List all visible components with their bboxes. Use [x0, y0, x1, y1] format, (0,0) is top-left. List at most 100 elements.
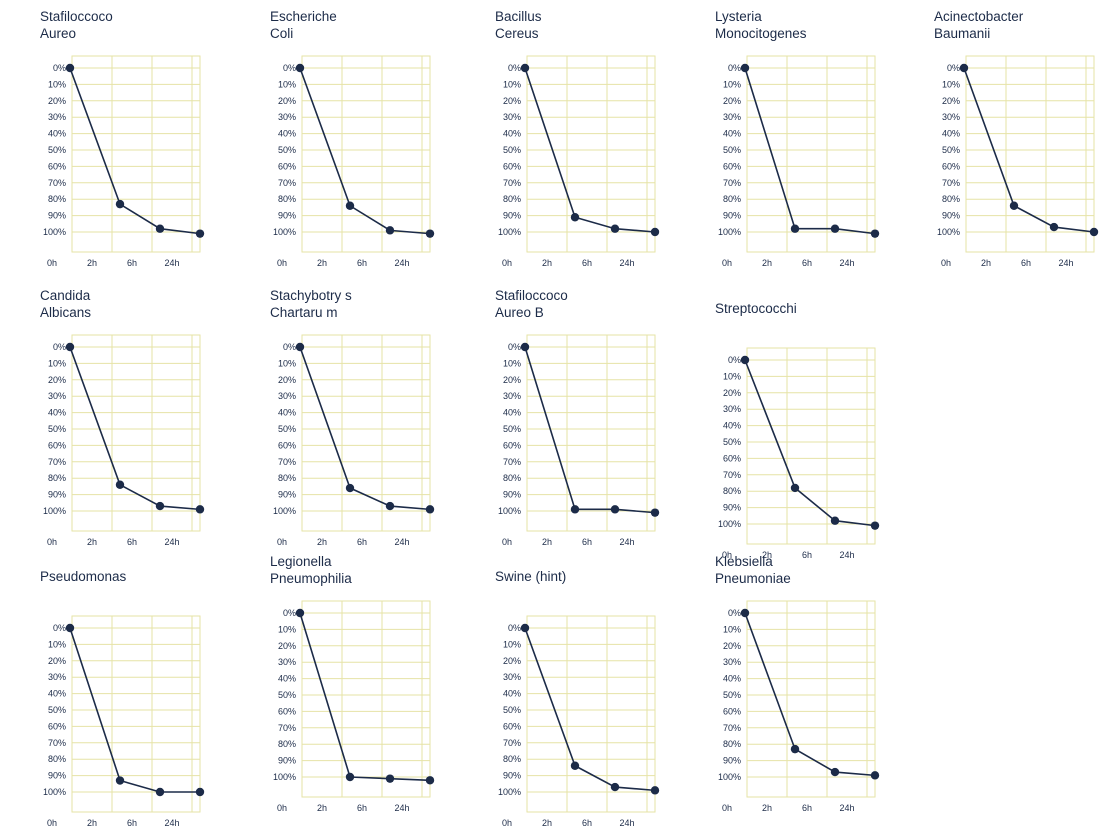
y-tick-label: 90%: [48, 211, 66, 221]
chart-title-line-1: Swine (hint): [495, 569, 567, 584]
y-tick-label: 20%: [503, 96, 521, 106]
data-point: [740, 63, 750, 73]
x-tick-label: 6h: [127, 537, 137, 547]
y-tick-label: 90%: [278, 756, 296, 766]
y-tick-label: 100%: [498, 227, 521, 237]
y-tick-label: 40%: [503, 408, 521, 418]
y-tick-label: 60%: [503, 161, 521, 171]
y-tick-label: 60%: [723, 453, 741, 463]
chart-title: Escheriche Coli: [270, 8, 470, 42]
y-tick-label: 40%: [48, 129, 66, 139]
y-tick-label: 10%: [723, 624, 741, 634]
chart-panel-stachybotrys-chartarum: Stachybotry s Chartaru m 0% 10% 20% 30% 40% 5…: [228, 287, 435, 547]
chart-title-line-2: Albicans: [40, 305, 92, 320]
chart-svg: 0% 10% 20% 30% 40% 50% 60% 70% 80% 90% 100% 0h 2h 6h 2…: [718, 600, 880, 813]
y-tick-label: 80%: [503, 473, 521, 483]
data-point: [385, 226, 395, 235]
chart-panel-lysteria-monocitogenes: Lysteria Monocitogenes 0% 10% 20% 30% 40% 50%…: [675, 8, 880, 268]
x-tick-label: 2h: [317, 803, 327, 813]
y-tick-label: 70%: [278, 178, 296, 188]
data-point: [385, 774, 395, 783]
x-tick-label: 6h: [802, 803, 812, 813]
y-tick-label: 80%: [723, 739, 741, 749]
chart-title: Stafiloccoco Aureo B: [495, 287, 695, 321]
plot-frame: [301, 334, 431, 532]
plot-frame: [71, 55, 201, 253]
y-tick-label: 80%: [278, 739, 296, 749]
chart-title-line-2: Pneumophilia: [270, 571, 352, 586]
data-point: [65, 63, 75, 73]
data-point: [65, 623, 75, 633]
chart-panel-klebsiella-pneumoniae: Klebsiella Pneumoniae 0% 10% 20% 30% 40% 50% 6…: [675, 553, 880, 813]
y-tick-label: 100%: [718, 772, 741, 782]
y-tick-label: 30%: [278, 657, 296, 667]
chart-title-line-2: Coli: [270, 26, 294, 41]
y-tick-label: 40%: [723, 421, 741, 431]
y-tick-label: 100%: [273, 772, 296, 782]
data-point: [790, 744, 800, 754]
data-point: [345, 483, 355, 493]
data-point: [610, 224, 620, 233]
x-tick-label: 0h: [277, 258, 287, 268]
chart-title: Stafiloccoco Aureo: [40, 8, 240, 42]
y-tick-label: 30%: [503, 672, 521, 682]
chart-title-line-1: Streptococchi: [715, 301, 797, 316]
chart-svg: 0% 10% 20% 30% 40% 50% 60% 70% 80% 90% 100% 0h 2h 6h 2…: [498, 55, 660, 268]
x-tick-label: 2h: [87, 537, 97, 547]
x-tick-label: 24h: [164, 818, 179, 828]
x-tick-label: 24h: [394, 537, 409, 547]
x-tick-label: 6h: [582, 258, 592, 268]
data-point: [570, 213, 580, 222]
data-point: [155, 787, 165, 797]
data-point: [650, 786, 660, 795]
data-point: [385, 501, 395, 511]
y-tick-label: 50%: [503, 145, 521, 155]
y-tick-label: 10%: [278, 79, 296, 89]
x-tick-label: 24h: [1058, 258, 1073, 268]
x-tick-label: 24h: [839, 803, 854, 813]
chart-title: Acinectobacter Baumanii: [934, 8, 1110, 42]
data-point: [570, 505, 580, 514]
plot-frame: [746, 347, 876, 545]
y-tick-label: 30%: [48, 112, 66, 122]
series-line: [524, 627, 656, 792]
y-tick-label: 0%: [947, 63, 960, 73]
y-tick-label: 10%: [278, 358, 296, 368]
y-tick-label: 80%: [278, 473, 296, 483]
y-tick-label: 60%: [723, 706, 741, 716]
data-point: [115, 776, 125, 785]
y-tick-label: 0%: [508, 342, 521, 352]
y-tick-label: 10%: [278, 624, 296, 634]
plot-frame: [301, 600, 431, 798]
data-point: [520, 63, 530, 73]
y-tick-label: 50%: [942, 145, 960, 155]
chart-title-line-1: Stachybotry s: [270, 288, 352, 303]
y-tick-label: 100%: [498, 787, 521, 797]
data-point: [830, 224, 840, 233]
chart-title-line-2: Aureo: [40, 26, 77, 41]
x-tick-label: 0h: [722, 550, 732, 560]
y-tick-label: 10%: [48, 358, 66, 368]
y-tick-label: 60%: [278, 161, 296, 171]
series-line: [963, 67, 1095, 233]
y-tick-label: 80%: [723, 486, 741, 496]
x-tick-label: 6h: [802, 258, 812, 268]
y-tick-label: 0%: [508, 623, 521, 633]
y-tick-label: 30%: [503, 112, 521, 122]
y-tick-label: 90%: [278, 211, 296, 221]
y-tick-label: 50%: [48, 424, 66, 434]
data-point: [1049, 222, 1059, 232]
y-tick-label: 20%: [278, 96, 296, 106]
y-tick-label: 30%: [723, 112, 741, 122]
y-tick-label: 10%: [48, 79, 66, 89]
data-point: [425, 776, 435, 785]
data-point: [520, 342, 530, 352]
y-tick-label: 100%: [43, 787, 66, 797]
y-tick-label: 50%: [723, 690, 741, 700]
data-point: [115, 199, 125, 209]
chart-title-line-2: Pneumoniae: [715, 571, 791, 586]
y-tick-label: 60%: [942, 161, 960, 171]
x-tick-label: 6h: [802, 550, 812, 560]
chart-panel-stafiloccoco-aureo-b: Stafiloccoco Aureo B 0% 10% 20% 30% 40% 50% 60…: [453, 287, 660, 547]
y-tick-label: 70%: [723, 178, 741, 188]
